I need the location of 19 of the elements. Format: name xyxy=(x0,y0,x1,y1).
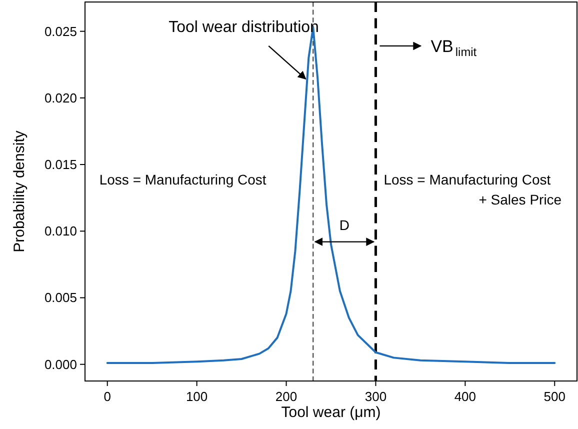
y-tick-label: 0.020 xyxy=(44,90,77,106)
y-tick-label: 0.025 xyxy=(44,24,77,39)
annotation: Loss = Manufacturing Cost + Sales Price xyxy=(384,172,562,208)
x-axis-title: Tool wear (μm) xyxy=(281,404,381,421)
annotation: VB$_{limit}$ xyxy=(430,36,478,60)
y-axis-title: Probability density xyxy=(11,130,28,252)
annotation: Loss = Manufacturing Cost xyxy=(99,172,266,188)
x-tick-label: 300 xyxy=(364,389,387,404)
annotation: D xyxy=(339,216,350,233)
x-tick-label: 0 xyxy=(104,389,111,404)
y-tick-label: 0.000 xyxy=(44,356,77,372)
y-tick-label: 0.005 xyxy=(44,290,77,306)
y-tick-label: 0.015 xyxy=(44,157,77,172)
x-tick-label: 200 xyxy=(275,389,298,404)
y-tick-label: 0.010 xyxy=(44,224,77,239)
x-tick-label: 500 xyxy=(544,389,566,404)
annotation: Tool wear distribution xyxy=(168,18,319,36)
x-tick-label: 400 xyxy=(454,389,476,404)
x-tick-label: 100 xyxy=(186,389,208,404)
